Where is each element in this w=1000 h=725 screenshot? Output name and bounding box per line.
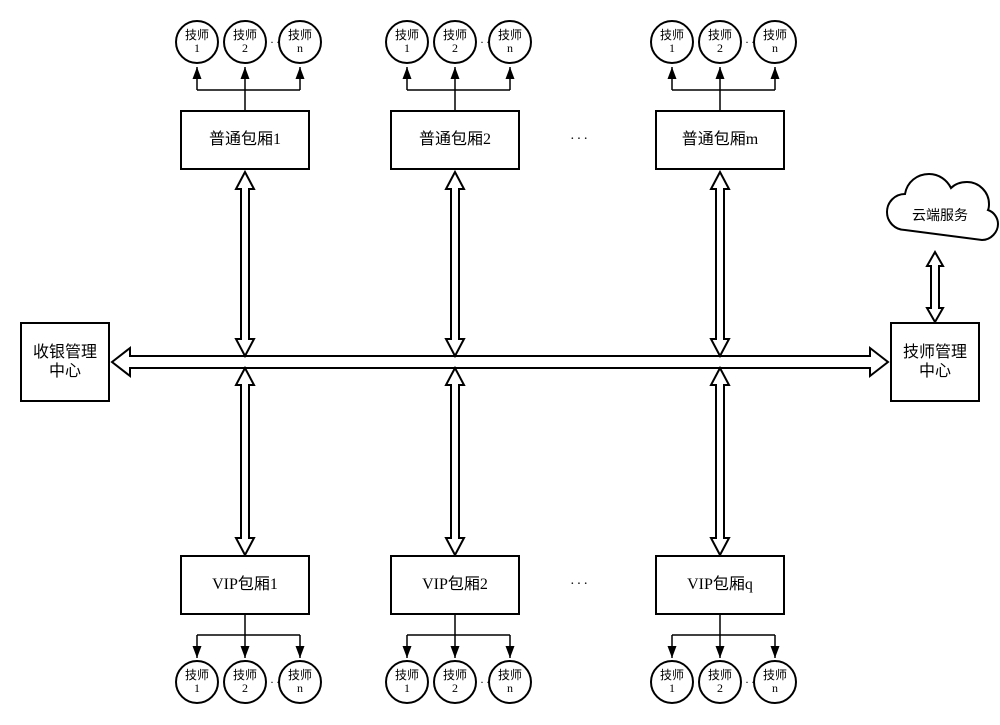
room-top-ellipsis: ··· [570,132,590,148]
tech-circle: 技师 n [753,660,797,704]
tech-circle: 技师 2 [698,660,742,704]
tech-circle: 技师 n [488,20,532,64]
tech-circle: 技师 1 [650,660,694,704]
room-bot-3-label: VIP包厢q [687,575,753,594]
tech-circle: 技师 1 [175,20,219,64]
tech-circle: 技师 2 [223,20,267,64]
room-bot-1: VIP包厢1 [180,555,310,615]
vert-cloud [927,252,943,322]
cashier-center-box: 收银管理 中心 [20,322,110,402]
room-top-2-label: 普通包厢2 [419,130,491,149]
room-top-1: 普通包厢1 [180,110,310,170]
vert-top-1 [236,172,254,356]
cashier-center-label: 收银管理 中心 [33,343,97,381]
room-bot-2-label: VIP包厢2 [422,575,488,594]
room-bot-ellipsis: ··· [570,577,590,593]
tech-circle: 技师 2 [433,660,477,704]
tech-circle: 技师 1 [650,20,694,64]
room-bot-2: VIP包厢2 [390,555,520,615]
cloud-label: 云端服务 [905,205,975,225]
room-top-3: 普通包厢m [655,110,785,170]
tech-circle: 技师 2 [433,20,477,64]
tech-circle: 技师 n [753,20,797,64]
tech-circle: 技师 1 [175,660,219,704]
vert-bot-1 [236,368,254,555]
vert-top-2 [446,172,464,356]
room-top-1-label: 普通包厢1 [209,130,281,149]
room-top-2: 普通包厢2 [390,110,520,170]
technician-center-label: 技师管理 中心 [903,343,967,381]
main-bus [112,348,888,376]
tech-circle: 技师 n [488,660,532,704]
diagram-connectors [0,0,1000,725]
vert-top-3 [711,172,729,356]
room-bot-3: VIP包厢q [655,555,785,615]
tech-circle: 技师 1 [385,20,429,64]
vert-bot-3 [711,368,729,555]
room-top-3-label: 普通包厢m [682,130,758,149]
tech-circle: 技师 1 [385,660,429,704]
tech-circle: 技师 n [278,660,322,704]
vert-bot-2 [446,368,464,555]
technician-center-box: 技师管理 中心 [890,322,980,402]
tech-circle: 技师 n [278,20,322,64]
tech-circle: 技师 2 [698,20,742,64]
room-bot-1-label: VIP包厢1 [212,575,278,594]
tech-circle: 技师 2 [223,660,267,704]
